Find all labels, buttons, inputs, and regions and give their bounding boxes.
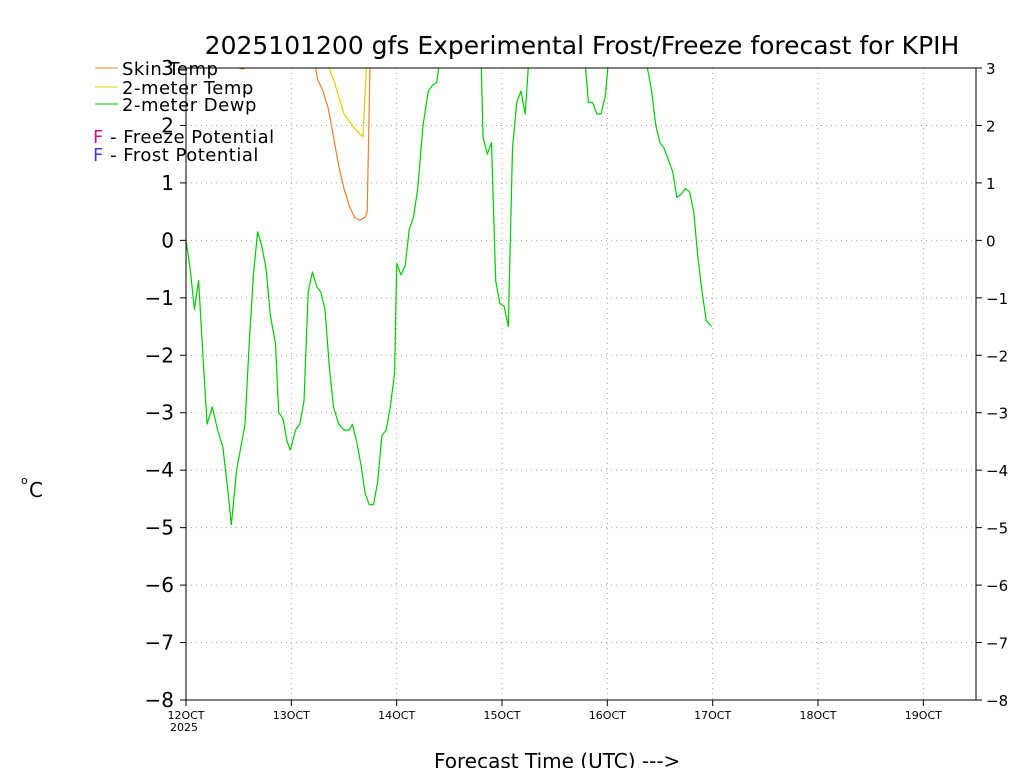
frost-text: - Frost Potential	[104, 145, 259, 166]
y-tick-label-right: 1	[986, 175, 996, 193]
x-tick-label: 17OCT	[694, 709, 731, 722]
y-tick-label-right: −7	[986, 635, 1008, 653]
y-axis-unit: C	[29, 478, 43, 502]
x-tick-label: 12OCT	[167, 709, 204, 722]
frost-marker: F	[93, 145, 104, 166]
y-tick-label-left: −8	[145, 688, 174, 712]
grid	[186, 68, 976, 700]
y-tick-label-left: 3	[161, 56, 174, 80]
y-tick-label-right: −3	[986, 405, 1008, 423]
y-axis-degree: o	[21, 474, 28, 487]
freeze-potential-legend: F - Freeze Potential	[93, 127, 275, 148]
year-label: 2025	[170, 721, 198, 734]
y-axis-right: −8 −7 −6 −5 −4 −3 −2 −1 0 1 2 3	[976, 60, 1008, 710]
legend-label-skin-temp: Skin Temp	[122, 59, 218, 80]
y-tick-label-right: −5	[986, 520, 1008, 538]
x-tick-label: 16OCT	[589, 709, 626, 722]
y-tick-label-left: −4	[145, 458, 174, 482]
legend-label-2m-dewp: 2-meter Dewp	[122, 95, 257, 116]
y-axis-label: o C	[21, 474, 43, 502]
y-tick-label-left: 2	[161, 113, 174, 137]
y-tick-label-left: −7	[145, 631, 174, 655]
y-tick-label-right: −4	[986, 462, 1008, 480]
y-tick-label-right: −6	[986, 577, 1008, 595]
y-tick-label-right: 2	[986, 117, 996, 135]
y-tick-label-right: 3	[986, 60, 996, 78]
y-tick-label-right: −8	[986, 692, 1008, 710]
y-tick-label-left: −5	[145, 516, 174, 540]
series-layer	[186, 68, 713, 526]
x-tick-label: 14OCT	[378, 709, 415, 722]
legend-label-2m-temp: 2-meter Temp	[122, 78, 254, 99]
y-tick-label-right: −2	[986, 347, 1008, 365]
y-tick-label-left: −2	[145, 343, 174, 367]
x-tick-label: 18OCT	[799, 709, 836, 722]
x-tick-label: 15OCT	[483, 709, 520, 722]
y-tick-label-left: −6	[145, 573, 174, 597]
freeze-marker: F	[93, 127, 104, 148]
freeze-text: - Freeze Potential	[104, 127, 275, 148]
series-line-2-meter-dewp	[186, 68, 713, 526]
y-tick-label-right: −1	[986, 290, 1008, 308]
y-axis-left: −8 −7 −6 −5 −4 −3 −2 −1 0 1 2 3	[145, 56, 186, 712]
legend: Skin Temp 2-meter Temp 2-meter Dewp F - …	[93, 59, 275, 166]
x-tick-label: 19OCT	[905, 709, 942, 722]
x-axis: 12OCT 13OCT 14OCT 15OCT 16OCT 17OCT 18OCT 19OCT	[167, 700, 942, 722]
chart-title: 2025101200 gfs Experimental Frost/Freeze…	[205, 31, 960, 60]
y-tick-label-left: 0	[161, 228, 174, 252]
series-line-2-meter-temp	[328, 68, 367, 138]
frost-potential-legend: F - Frost Potential	[93, 145, 259, 166]
y-tick-label-right: 0	[986, 232, 996, 250]
x-tick-label: 13OCT	[273, 709, 310, 722]
y-tick-label-left: −3	[145, 401, 174, 425]
plot-frame	[185, 67, 977, 701]
y-tick-label-left: −1	[145, 286, 174, 310]
x-axis-label: Forecast Time (UTC) --->	[434, 749, 680, 768]
y-tick-label-left: 1	[161, 171, 174, 195]
series-line-skin-temp	[238, 68, 371, 221]
